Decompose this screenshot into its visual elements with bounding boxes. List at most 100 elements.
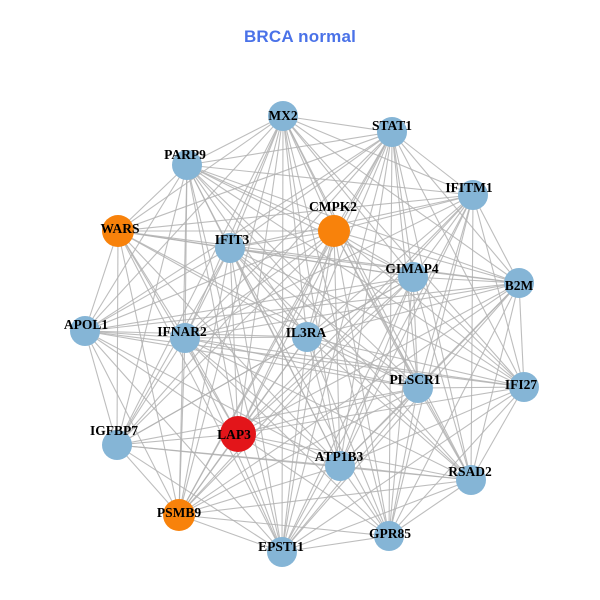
graph-node-ifi27[interactable] — [509, 372, 539, 402]
graph-edge — [237, 433, 472, 481]
graph-edge — [229, 131, 393, 249]
graph-edge — [84, 330, 118, 446]
graph-edge — [388, 282, 520, 537]
edge-layer — [84, 115, 525, 553]
graph-node-apol1[interactable] — [70, 316, 100, 346]
graph-edge — [116, 115, 284, 446]
graph-edge — [186, 164, 239, 435]
graph-node-cmpk2[interactable] — [318, 215, 350, 247]
graph-edge — [470, 386, 525, 481]
graph-edge — [184, 337, 390, 537]
graph-edge — [178, 387, 419, 516]
graph-edge — [281, 276, 414, 553]
graph-edge — [388, 386, 525, 537]
graph-edge — [84, 330, 239, 435]
graph-edge — [237, 131, 393, 435]
graph-edge — [178, 276, 414, 516]
graph-node-rsad2[interactable] — [456, 465, 486, 495]
graph-edge — [412, 276, 525, 388]
graph-node-wars[interactable] — [102, 215, 134, 247]
graph-edge — [186, 131, 393, 166]
graph-edge — [470, 282, 520, 481]
graph-edge — [117, 131, 393, 232]
graph-edge — [282, 115, 393, 133]
graph-node-il3ra[interactable] — [292, 322, 322, 352]
graph-edge — [116, 164, 188, 446]
graph-edge — [282, 115, 308, 338]
graph-edge — [116, 230, 119, 446]
graph-node-igfbp7[interactable] — [102, 430, 132, 460]
graph-edge — [186, 115, 284, 166]
graph-edge — [237, 433, 283, 553]
graph-node-plscr1[interactable] — [403, 373, 433, 403]
graph-node-mx2[interactable] — [268, 101, 298, 131]
graph-edge — [412, 276, 520, 284]
graph-edge — [417, 387, 472, 481]
graph-edge — [184, 336, 308, 339]
graph-edge — [186, 164, 335, 232]
graph-node-ifit3[interactable] — [215, 233, 245, 263]
graph-node-ifnar2[interactable] — [170, 323, 200, 353]
graph-edge — [229, 115, 284, 249]
graph-node-b2m[interactable] — [504, 268, 534, 298]
graph-edge — [116, 444, 283, 553]
graph-edge — [412, 276, 472, 481]
graph-edge — [237, 115, 284, 435]
graph-edge — [281, 479, 472, 553]
graph-edge — [237, 433, 390, 537]
graph-edge — [229, 247, 308, 338]
graph-edge — [84, 247, 231, 332]
graph-node-parp9[interactable] — [172, 150, 202, 180]
graph-edge — [472, 194, 520, 284]
graph-edge — [186, 164, 472, 481]
graph-edge — [339, 194, 474, 467]
graph-edge — [186, 164, 414, 278]
graph-node-ifitm1[interactable] — [458, 180, 488, 210]
graph-edge — [186, 164, 419, 389]
graph-edge — [117, 230, 419, 389]
graph-edge — [184, 337, 341, 467]
graph-edge — [229, 247, 520, 284]
graph-node-gimap4[interactable] — [398, 262, 428, 292]
graph-node-psmb9[interactable] — [163, 499, 195, 531]
graph-edge — [237, 276, 414, 435]
page-title: BRCA normal — [243, 27, 357, 46]
graph-edge — [339, 465, 472, 481]
graph-node-epsti1[interactable] — [267, 537, 297, 567]
graph-edge — [229, 230, 335, 249]
graph-edge — [186, 164, 474, 196]
graph-edge — [281, 194, 474, 553]
graph-edge — [281, 282, 520, 553]
graph-node-gpr85[interactable] — [374, 521, 404, 551]
graph-edge — [339, 386, 525, 467]
graph-edge — [229, 247, 472, 481]
graph-edge — [184, 282, 520, 339]
graph-edge — [417, 386, 525, 389]
graph-edge — [229, 247, 239, 435]
graph-edge — [281, 535, 390, 553]
graph-edge — [178, 131, 393, 516]
graph-edge — [237, 386, 525, 435]
graph-node-atp1b3[interactable] — [325, 451, 355, 481]
graph-edge — [184, 247, 231, 339]
graph-node-lap3[interactable] — [220, 416, 256, 452]
graph-edge — [178, 514, 283, 553]
graph-edge — [184, 337, 472, 481]
graph-edge — [229, 247, 414, 278]
graph-edge — [391, 131, 474, 196]
graph-edge — [388, 479, 472, 537]
graph-edge — [412, 194, 474, 278]
graph-edge — [237, 194, 474, 435]
graph-edge — [84, 330, 419, 389]
graph-edge — [306, 336, 419, 389]
graph-edge — [281, 336, 308, 553]
graph-node-stat1[interactable] — [377, 117, 407, 147]
graph-edge — [229, 194, 474, 249]
graph-edge — [184, 337, 525, 388]
graph-edge — [306, 336, 472, 481]
graph-edge — [333, 230, 520, 284]
graph-edge — [391, 131, 472, 481]
graph-edge — [333, 230, 341, 467]
